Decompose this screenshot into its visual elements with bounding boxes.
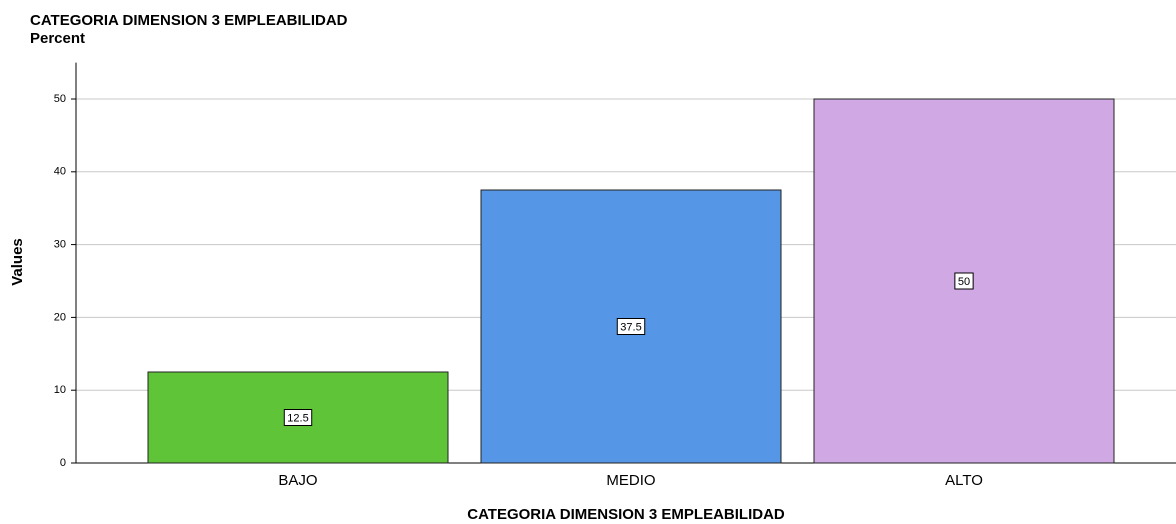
y-tick-label: 40	[54, 166, 66, 178]
y-tick-label: 10	[54, 384, 66, 396]
x-tick-label: MEDIO	[606, 472, 655, 489]
x-tick-label: ALTO	[945, 472, 983, 489]
y-axis-label: Values	[9, 238, 26, 286]
data-label-box	[954, 272, 974, 290]
data-label-box	[616, 318, 646, 335]
data-label: 12.5	[287, 412, 308, 424]
y-tick-label: 20	[54, 311, 66, 323]
x-axis-label: CATEGORIA DIMENSION 3 EMPLEABILIDAD	[467, 506, 785, 523]
y-tick-label: 0	[60, 457, 66, 469]
y-tick-label: 50	[54, 93, 66, 105]
chart-subtitle: Percent	[30, 30, 85, 47]
y-tick-label: 30	[54, 239, 66, 251]
data-label: 50	[958, 276, 970, 288]
data-label: 37.5	[620, 321, 641, 333]
x-tick-label: BAJO	[278, 472, 317, 489]
chart-title: CATEGORIA DIMENSION 3 EMPLEABILIDAD	[30, 12, 348, 29]
data-label-box	[283, 409, 313, 426]
